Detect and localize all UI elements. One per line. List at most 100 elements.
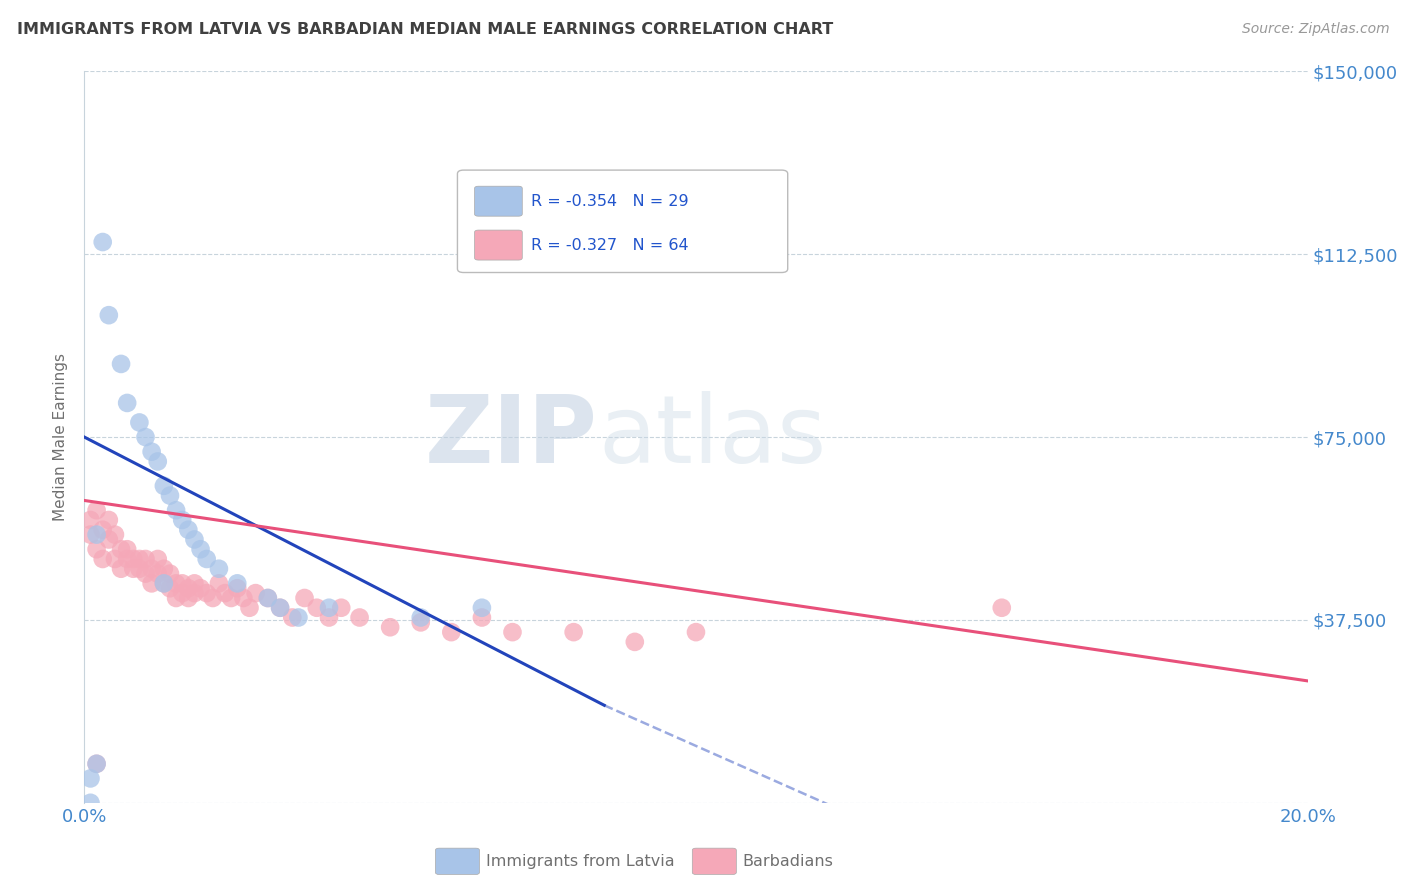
Point	[135, 552, 157, 566]
Point	[177, 591, 200, 605]
Point	[86, 756, 108, 771]
Point	[104, 527, 127, 541]
Point	[146, 566, 169, 581]
Point	[991, 600, 1014, 615]
Point	[110, 562, 132, 576]
Point	[115, 552, 138, 566]
Point	[97, 308, 120, 322]
Text: R = -0.354   N = 29: R = -0.354 N = 29	[531, 194, 689, 209]
Point	[141, 576, 163, 591]
Point	[146, 552, 169, 566]
Point	[172, 576, 194, 591]
Point	[471, 600, 494, 615]
Text: ZIP: ZIP	[425, 391, 598, 483]
Point	[287, 610, 309, 624]
Point	[79, 527, 101, 541]
Point	[86, 756, 108, 771]
Point	[177, 581, 200, 595]
Point	[177, 523, 200, 537]
Text: IMMIGRANTS FROM LATVIA VS BARBADIAN MEDIAN MALE EARNINGS CORRELATION CHART: IMMIGRANTS FROM LATVIA VS BARBADIAN MEDI…	[17, 22, 834, 37]
Point	[153, 576, 176, 591]
Point	[79, 772, 101, 786]
FancyBboxPatch shape	[436, 848, 479, 874]
FancyBboxPatch shape	[475, 186, 522, 216]
Text: R = -0.327   N = 64: R = -0.327 N = 64	[531, 238, 689, 253]
Point	[110, 357, 132, 371]
Point	[208, 576, 231, 591]
Point	[245, 586, 267, 600]
FancyBboxPatch shape	[475, 230, 522, 260]
Point	[165, 591, 187, 605]
Point	[165, 503, 187, 517]
Point	[172, 513, 194, 527]
Point	[294, 591, 316, 605]
Point	[159, 581, 181, 595]
Point	[409, 615, 432, 630]
Text: Immigrants from Latvia: Immigrants from Latvia	[485, 854, 675, 869]
Point	[201, 591, 224, 605]
Point	[122, 552, 145, 566]
Point	[183, 576, 205, 591]
Point	[79, 796, 101, 810]
Point	[97, 533, 120, 547]
Point	[110, 542, 132, 557]
Point	[122, 562, 145, 576]
Point	[128, 552, 150, 566]
FancyBboxPatch shape	[692, 848, 737, 874]
Point	[91, 552, 114, 566]
Point	[502, 625, 524, 640]
Point	[440, 625, 463, 640]
Point	[409, 610, 432, 624]
Point	[257, 591, 280, 605]
Point	[153, 479, 176, 493]
Point	[172, 586, 194, 600]
Point	[91, 235, 114, 249]
Point	[104, 552, 127, 566]
Point	[135, 566, 157, 581]
Point	[238, 600, 260, 615]
Point	[318, 600, 340, 615]
Point	[471, 610, 494, 624]
Point	[86, 527, 108, 541]
Point	[128, 562, 150, 576]
Point	[195, 552, 218, 566]
Point	[97, 513, 120, 527]
Point	[380, 620, 402, 634]
Point	[330, 600, 353, 615]
Point	[305, 600, 328, 615]
Point	[165, 576, 187, 591]
Point	[146, 454, 169, 468]
Point	[281, 610, 304, 624]
Point	[269, 600, 291, 615]
Point	[91, 523, 114, 537]
Point	[624, 635, 647, 649]
Point	[141, 562, 163, 576]
Point	[318, 610, 340, 624]
Point	[128, 416, 150, 430]
Point	[86, 503, 108, 517]
Text: atlas: atlas	[598, 391, 827, 483]
Point	[226, 581, 249, 595]
Point	[349, 610, 371, 624]
Point	[135, 430, 157, 444]
Point	[562, 625, 585, 640]
Point	[190, 542, 212, 557]
Point	[269, 600, 291, 615]
Point	[141, 444, 163, 458]
Point	[208, 562, 231, 576]
Point	[115, 542, 138, 557]
Point	[153, 576, 176, 591]
Point	[115, 396, 138, 410]
Point	[195, 586, 218, 600]
Point	[685, 625, 707, 640]
Point	[183, 586, 205, 600]
Point	[153, 562, 176, 576]
Text: Barbadians: Barbadians	[742, 854, 834, 869]
Point	[159, 566, 181, 581]
Point	[159, 489, 181, 503]
Point	[232, 591, 254, 605]
Point	[190, 581, 212, 595]
Point	[79, 513, 101, 527]
Point	[257, 591, 280, 605]
Point	[226, 576, 249, 591]
